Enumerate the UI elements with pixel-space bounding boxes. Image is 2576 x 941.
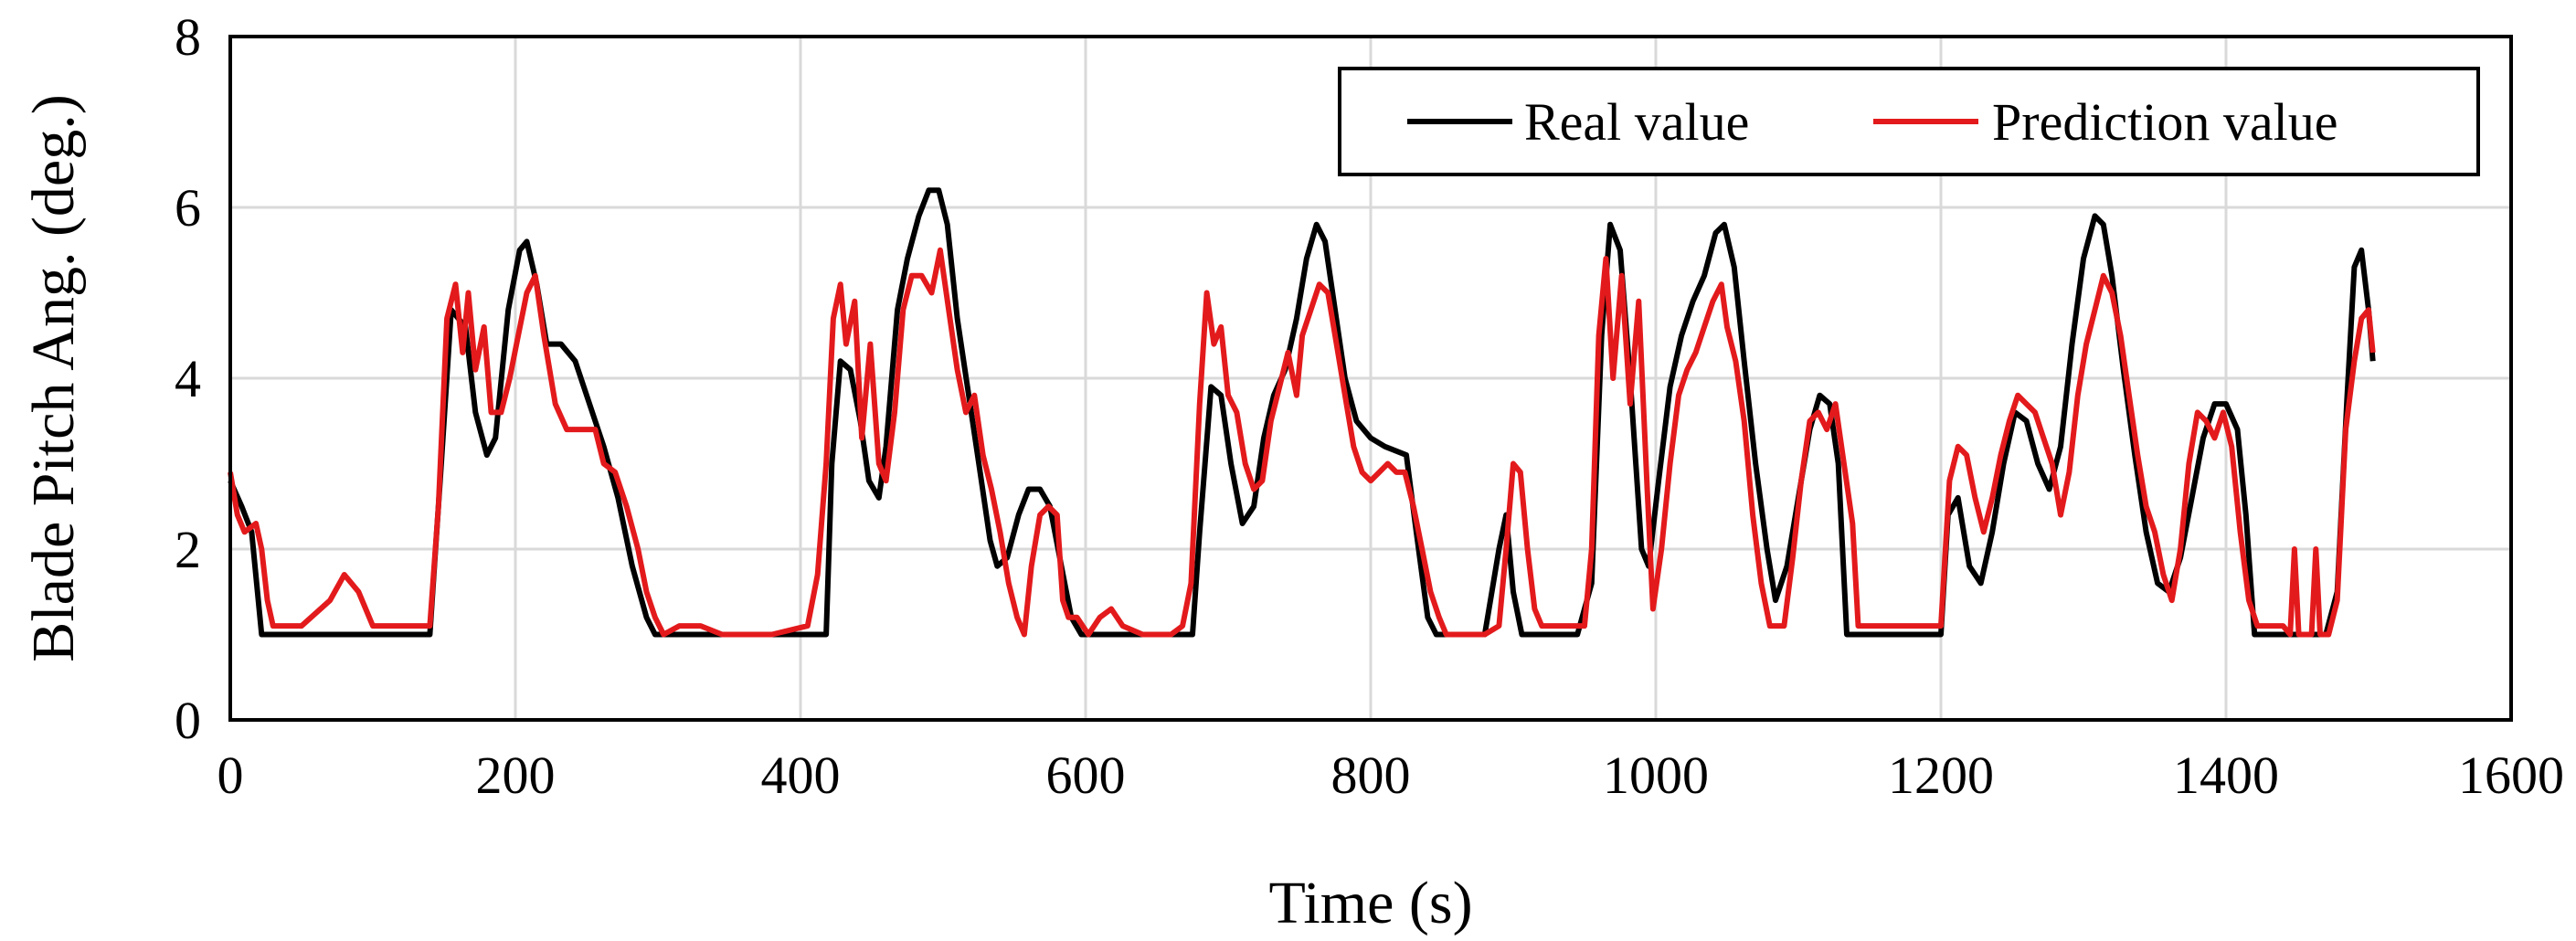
- x-tick-label: 1400: [2173, 745, 2279, 805]
- x-tick-label: 600: [1046, 745, 1126, 805]
- y-axis-title: Blade Pitch Ang. (deg.): [20, 94, 87, 661]
- y-tick-label: 8: [175, 7, 201, 67]
- x-axis-title: Time (s): [1268, 870, 1472, 936]
- plot-area-border: [228, 35, 2513, 722]
- y-tick-label: 2: [175, 520, 201, 579]
- x-tick-label: 1200: [1888, 745, 1994, 805]
- y-tick-label: 4: [175, 349, 201, 408]
- legend-label-prediction-value: Prediction value: [1992, 92, 2338, 152]
- y-tick-label: 6: [175, 178, 201, 238]
- x-tick-label: 1600: [2458, 745, 2564, 805]
- y-tick-label: 0: [175, 691, 201, 750]
- series-line-prediction-value: [228, 247, 2376, 638]
- x-tick-label: 0: [217, 745, 244, 805]
- legend-label-real-value: Real value: [1524, 92, 1749, 152]
- axis-ticks: 0 2 4 6 8 0 200 400 600 800 1000 1200 1400 1600: [175, 7, 2564, 805]
- x-tick-label: 200: [476, 745, 556, 805]
- x-tick-label: 800: [1331, 745, 1411, 805]
- x-tick-label: 1000: [1603, 745, 1709, 805]
- series-lines: [228, 187, 2376, 638]
- x-tick-label: 400: [761, 745, 841, 805]
- series-line-real-value: [228, 187, 2376, 638]
- legend: Real value Prediction value: [1338, 67, 2480, 176]
